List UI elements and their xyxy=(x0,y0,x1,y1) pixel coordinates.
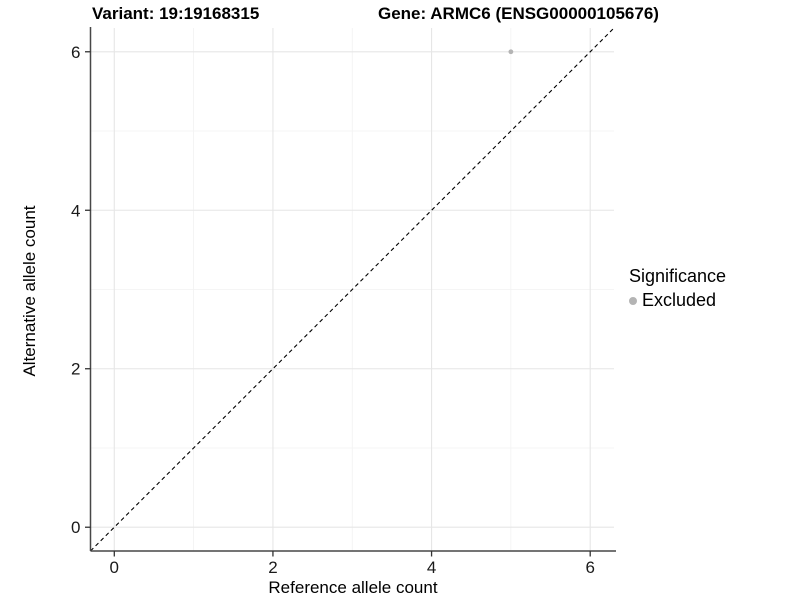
title-gene: Gene: ARMC6 (ENSG00000105676) xyxy=(378,4,659,23)
x-tick-label: 6 xyxy=(585,558,594,577)
x-tick-label: 4 xyxy=(427,558,436,577)
x-tick-label: 2 xyxy=(268,558,277,577)
legend-entry: Excluded xyxy=(629,290,726,311)
legend-entry-label: Excluded xyxy=(642,290,717,310)
data-point xyxy=(508,49,514,55)
y-tick-label: 4 xyxy=(71,201,80,220)
title-variant: Variant: 19:19168315 xyxy=(92,4,260,23)
x-axis-title: Reference allele count xyxy=(268,578,438,597)
y-tick-label: 0 xyxy=(71,518,80,537)
y-axis-title: Alternative allele count xyxy=(20,205,39,377)
y-tick-label: 6 xyxy=(71,43,80,62)
legend: Significance Excluded xyxy=(629,266,726,311)
identity-line xyxy=(90,27,615,552)
legend-title: Significance xyxy=(629,266,727,286)
legend-point-swatch xyxy=(629,296,637,305)
y-tick-label: 2 xyxy=(71,360,80,379)
x-tick-label: 0 xyxy=(110,558,119,577)
